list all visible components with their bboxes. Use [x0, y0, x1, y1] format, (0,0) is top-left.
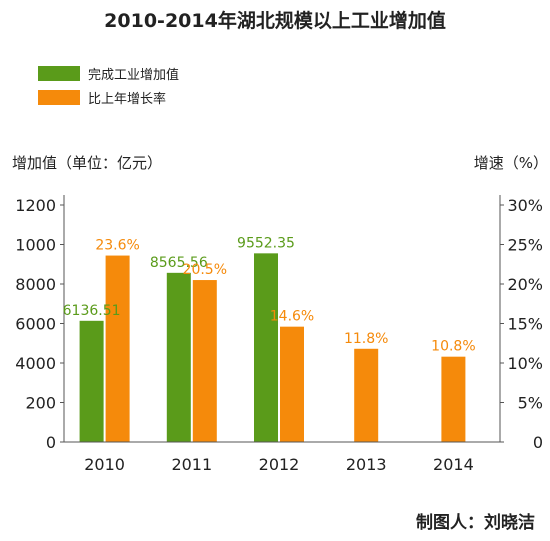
bar-label-value-2012: 9552.35 — [237, 235, 295, 251]
left-axis-label: 增加值（单位：亿元） — [12, 154, 162, 172]
right-tick-label: 20% — [507, 275, 543, 294]
bar-label-growth-2010: 23.6% — [95, 238, 139, 254]
left-tick-label: 8000 — [15, 275, 56, 294]
left-tick-label: 200 — [25, 394, 56, 413]
left-tick-label: 6000 — [15, 315, 56, 334]
right-tick-label: 10% — [507, 354, 543, 373]
bar-value-2012 — [254, 253, 278, 442]
left-tick-label: 0 — [46, 433, 56, 452]
legend: 完成工业增加值 比上年增长率 — [38, 66, 179, 107]
bars — [79, 253, 466, 442]
bar-label-value-2010: 6136.51 — [63, 303, 121, 319]
bar-label-value-2011: 8565.56 — [150, 255, 208, 271]
bar-label-growth-2014: 10.8% — [431, 339, 475, 355]
x-tick-label-2014: 2014 — [433, 455, 474, 474]
legend-label-growth: 比上年增长率 — [88, 91, 166, 107]
bar-growth-2014 — [441, 356, 466, 442]
legend-swatch-growth — [38, 90, 80, 105]
bar-growth-2013 — [354, 348, 379, 442]
x-tick-label-2012: 2012 — [259, 455, 300, 474]
bar-value-2010 — [79, 320, 104, 442]
right-tick-label: 0 — [533, 433, 543, 452]
bar-growth-2012 — [280, 326, 304, 442]
x-tick-label-2010: 2010 — [84, 455, 125, 474]
bar-value-2011 — [166, 272, 191, 442]
right-tick-label: 30% — [507, 196, 543, 215]
bar-label-growth-2013: 11.8% — [344, 331, 388, 347]
legend-label-value: 完成工业增加值 — [88, 67, 179, 83]
right-axis: 0 5% 10% 15% 20% 25% 30% — [499, 195, 543, 452]
bar-label-growth-2012: 14.6% — [270, 309, 314, 325]
bar-growth-2010 — [105, 255, 130, 442]
credit-text: 制图人：刘晓洁 — [416, 512, 535, 533]
left-tick-label: 1000 — [15, 236, 56, 255]
left-tick-label: 1200 — [15, 196, 56, 215]
left-tick-label: 4000 — [15, 354, 56, 373]
right-axis-label: 增速（%） — [474, 154, 548, 172]
left-axis: 0 200 4000 6000 8000 1000 1200 — [15, 195, 65, 452]
x-axis: 2010 2011 2012 2013 2014 — [64, 441, 500, 474]
x-tick-label-2013: 2013 — [346, 455, 387, 474]
legend-swatch-value — [38, 66, 80, 81]
bar-label-growth-2011: 20.5% — [183, 262, 227, 278]
right-tick-label: 25% — [507, 236, 543, 255]
x-tick-label-2011: 2011 — [171, 455, 212, 474]
right-tick-label: 5% — [518, 394, 543, 413]
right-tick-label: 15% — [507, 315, 543, 334]
chart-title: 2010-2014年湖北规模以上工业增加值 — [104, 9, 446, 32]
bar-growth-2011 — [192, 280, 217, 442]
